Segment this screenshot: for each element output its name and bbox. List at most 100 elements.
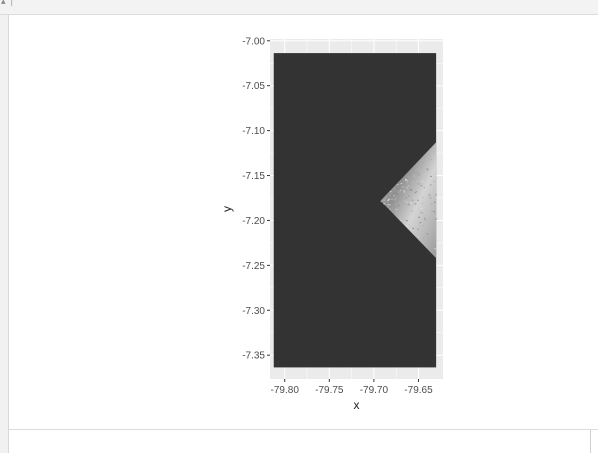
texture-speck (397, 183, 400, 186)
texture-speck (410, 189, 413, 191)
texture-speck (433, 233, 435, 235)
x-tick-label: -79.80 (271, 385, 300, 396)
texture-speck (393, 205, 396, 207)
texture-speck (414, 192, 417, 194)
texture-speck (435, 218, 438, 220)
texture-speck (405, 197, 408, 199)
texture-speck (406, 201, 408, 203)
texture-speck (406, 225, 408, 227)
texture-speck (407, 185, 410, 187)
texture-speck (397, 204, 400, 206)
texture-speck (416, 172, 419, 175)
raster-plot: -79.80 -79.75 -79.70 -79.65 -7.00 -7.05 -7.10… (220, 36, 443, 412)
raster-texture (380, 159, 438, 250)
texture-speck (381, 200, 384, 202)
texture-speck (428, 194, 431, 196)
texture-speck (431, 210, 433, 212)
scrollbar-edge (590, 430, 591, 453)
texture-speck (399, 219, 402, 221)
texture-speck (407, 203, 410, 206)
texture-speck (412, 181, 414, 183)
texture-speck (406, 187, 409, 189)
x-tick-label: -79.65 (404, 385, 433, 396)
texture-speck (422, 162, 425, 164)
texture-speck (392, 197, 395, 199)
texture-speck (408, 174, 410, 177)
texture-speck (415, 190, 418, 193)
texture-speck (395, 208, 398, 211)
texture-speck (405, 178, 407, 181)
texture-speck (393, 195, 395, 197)
texture-speck (430, 203, 433, 205)
raster-data-region (380, 142, 437, 259)
texture-speck (429, 197, 432, 199)
texture-speck (423, 217, 426, 219)
texture-speck (395, 195, 398, 198)
texture-speck (402, 186, 404, 188)
texture-speck (396, 184, 398, 186)
texture-speck (422, 212, 424, 214)
texture-speck (403, 219, 406, 221)
y-axis-title: y (220, 206, 234, 212)
texture-speck (422, 224, 424, 227)
texture-speck (389, 204, 391, 206)
texture-speck (420, 185, 423, 187)
texture-speck (417, 236, 420, 238)
texture-speck (391, 198, 393, 201)
texture-speck (424, 219, 427, 221)
texture-speck (411, 199, 414, 201)
texture-speck (394, 189, 396, 192)
texture-speck (414, 193, 416, 195)
texture-speck (418, 174, 420, 176)
texture-speck (407, 175, 410, 178)
texture-speck (405, 220, 407, 222)
cell-divider (9, 429, 598, 430)
texture-speck (386, 200, 389, 202)
texture-speck (408, 197, 410, 199)
texture-speck (426, 233, 429, 235)
texture-speck (419, 221, 422, 224)
x-axis-title: x (354, 398, 360, 412)
texture-speck (426, 169, 429, 171)
texture-speck (386, 198, 389, 200)
texture-speck (414, 203, 417, 205)
y-tick-label: -7.00 (242, 36, 265, 47)
texture-speck (381, 201, 384, 203)
texture-speck (411, 210, 414, 212)
texture-speck (408, 195, 410, 198)
x-axis: -79.80 -79.75 -79.70 -79.65 (271, 379, 433, 396)
texture-speck (434, 212, 436, 214)
texture-speck (393, 207, 396, 209)
texture-speck (430, 175, 432, 178)
texture-speck (417, 199, 419, 201)
texture-speck (403, 191, 406, 193)
texture-speck (403, 190, 406, 192)
texture-speck (435, 194, 437, 196)
texture-speck (405, 179, 407, 181)
cell-marker-icon: | ' ' (10, 0, 31, 7)
texture-speck (433, 210, 435, 212)
texture-speck (385, 199, 388, 201)
texture-speck (385, 196, 387, 198)
collapse-caret-icon[interactable]: ▴ (1, 0, 6, 7)
texture-speck (394, 198, 396, 201)
texture-speck (404, 194, 407, 196)
texture-speck (387, 206, 389, 208)
texture-speck (397, 191, 400, 193)
y-tick-label: -7.15 (242, 171, 265, 182)
texture-speck (421, 186, 424, 188)
texture-speck (417, 228, 419, 230)
texture-speck (385, 197, 387, 199)
texture-speck (433, 201, 436, 204)
texture-speck (389, 208, 392, 210)
y-tick-label: -7.20 (242, 216, 265, 227)
texture-speck (417, 183, 420, 185)
texture-speck (429, 184, 432, 186)
texture-speck (383, 199, 386, 202)
texture-speck (399, 202, 401, 204)
texture-speck (385, 204, 387, 206)
texture-speck (383, 203, 385, 205)
texture-speck (413, 175, 415, 177)
plot-output-area: -79.80 -79.75 -79.70 -79.65 -7.00 -7.05 -7.10… (9, 15, 590, 429)
texture-speck (403, 200, 406, 202)
